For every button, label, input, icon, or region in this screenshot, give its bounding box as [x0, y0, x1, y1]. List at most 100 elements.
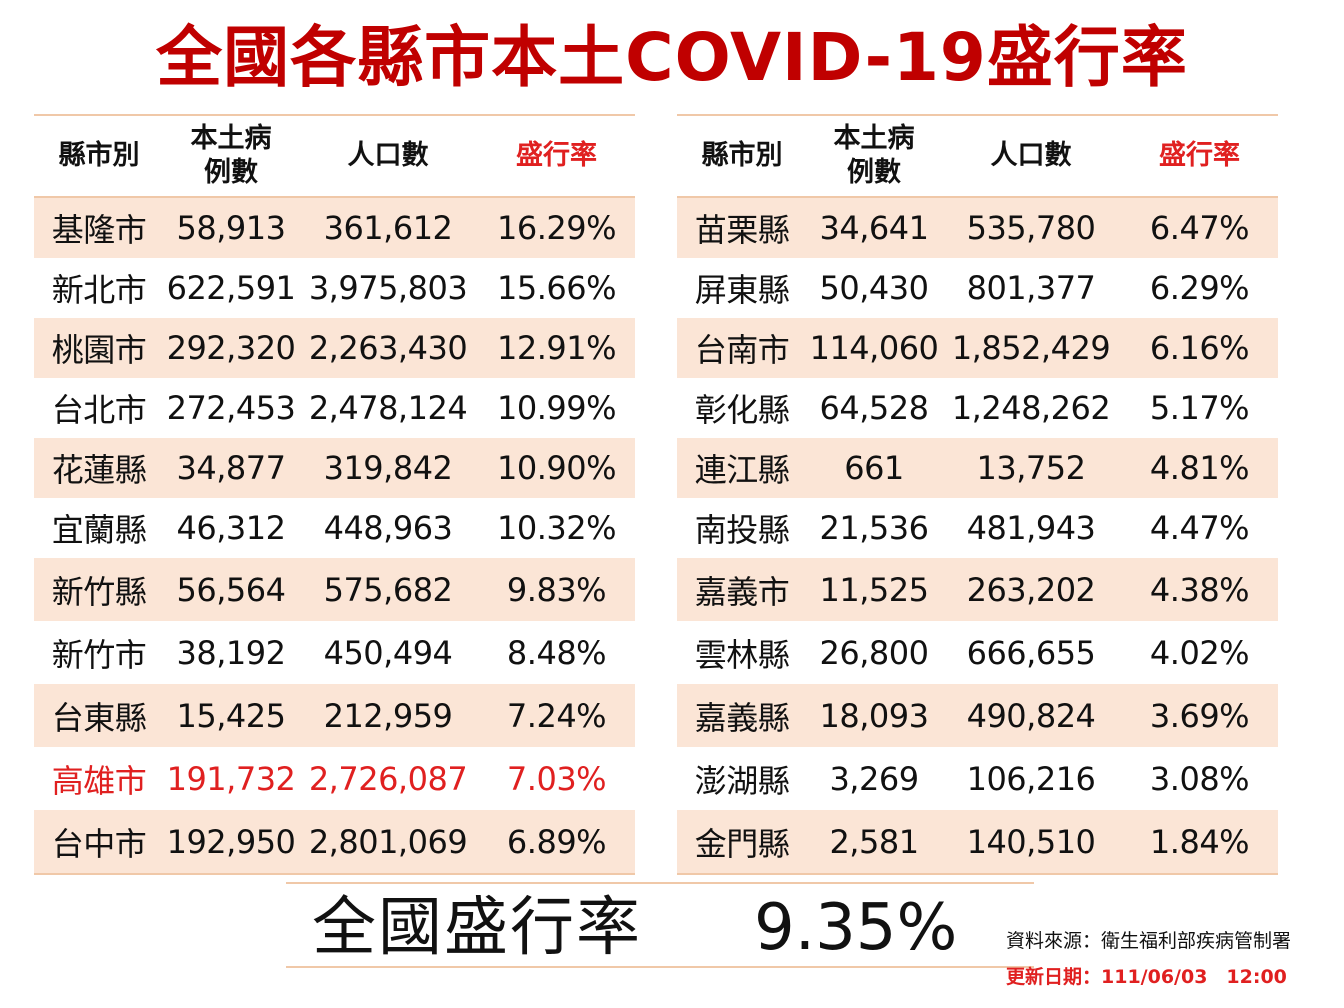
- population-cell: 2,478,124: [308, 389, 468, 427]
- population-cell: 801,377: [966, 269, 1096, 307]
- rate-cell: 1.84%: [1121, 810, 1278, 875]
- rate-cell: 10.90%: [478, 438, 635, 498]
- table-row: 彰化縣 64,528 1,248,262 5.17%: [677, 378, 1278, 438]
- header-rate: 盛行率: [478, 114, 635, 198]
- table-row: 高雄市 191,732 2,726,087 7.03%: [34, 747, 635, 810]
- population-cell: 212,959: [298, 684, 478, 747]
- population-cell: 361,612: [298, 197, 478, 258]
- table-row: 台東縣 15,425 212,959 7.24%: [34, 684, 635, 747]
- population-cell: 263,202: [941, 558, 1121, 621]
- table-row: 台南市 114,060 1,852,429 6.16%: [677, 318, 1278, 378]
- cases-cell: 46,312: [176, 509, 286, 547]
- county-cell: 台東縣: [34, 684, 164, 747]
- cases-cell: 661: [807, 438, 941, 498]
- county-cell: 彰化縣: [694, 391, 790, 429]
- header-cases: 本土病 例數: [164, 114, 298, 198]
- rate-cell: 6.29%: [1149, 269, 1250, 307]
- county-cell: 宜蘭縣: [51, 511, 147, 549]
- table-row: 宜蘭縣 46,312 448,963 10.32%: [34, 498, 635, 558]
- rate-cell: 10.32%: [496, 509, 617, 547]
- cases-cell: 192,950: [164, 810, 298, 875]
- rate-cell: 3.69%: [1121, 684, 1278, 747]
- population-cell: 2,726,087: [308, 759, 468, 798]
- table-row: 連江縣 661 13,752 4.81%: [677, 438, 1278, 498]
- population-cell: 490,824: [941, 684, 1121, 747]
- table-row: 南投縣 21,536 481,943 4.47%: [677, 498, 1278, 558]
- cases-cell: 58,913: [164, 197, 298, 258]
- county-cell: 連江縣: [677, 438, 807, 498]
- cases-cell: 272,453: [166, 389, 296, 427]
- population-cell: 535,780: [941, 197, 1121, 258]
- cases-cell: 21,536: [819, 509, 929, 547]
- rate-cell: 9.83%: [478, 558, 635, 621]
- county-cell: 台中市: [34, 810, 164, 875]
- county-cell: 基隆市: [34, 197, 164, 258]
- cases-cell: 292,320: [164, 318, 298, 378]
- population-cell: 106,216: [966, 759, 1096, 798]
- national-rate-value: 9.35%: [754, 891, 958, 965]
- rate-cell: 5.17%: [1149, 389, 1250, 427]
- header-cases-line1: 本土病: [190, 123, 272, 154]
- population-cell: 2,801,069: [298, 810, 478, 875]
- table-row: 苗栗縣 34,641 535,780 6.47%: [677, 197, 1278, 258]
- rate-cell: 6.89%: [478, 810, 635, 875]
- rate-cell: 7.24%: [478, 684, 635, 747]
- county-cell: 南投縣: [694, 511, 790, 549]
- header-cases-line2: 例數: [847, 157, 901, 188]
- rate-cell: 16.29%: [478, 197, 635, 258]
- county-cell: 台南市: [677, 318, 807, 378]
- rate-cell: 4.81%: [1121, 438, 1278, 498]
- rate-cell: 3.08%: [1149, 759, 1250, 798]
- population-cell: 13,752: [941, 438, 1121, 498]
- rate-cell: 7.03%: [506, 759, 607, 798]
- cases-cell: 11,525: [807, 558, 941, 621]
- header-population: 人口數: [941, 114, 1121, 198]
- table-row: 基隆市 58,913 361,612 16.29%: [34, 197, 635, 258]
- table-row: 台北市 272,453 2,478,124 10.99%: [34, 378, 635, 438]
- left-prevalence-table: 縣市別 本土病 例數 人口數 盛行率 基隆市 58,913 361,612 16.29…: [34, 114, 635, 875]
- county-cell: 雲林縣: [694, 635, 790, 674]
- table-row: 花蓮縣 34,877 319,842 10.90%: [34, 438, 635, 498]
- header-county: 縣市別: [677, 114, 807, 198]
- population-cell: 448,963: [323, 509, 453, 547]
- cases-cell: 38,192: [176, 633, 286, 672]
- header-cases: 本土病 例數: [807, 114, 941, 198]
- cases-cell: 34,877: [164, 438, 298, 498]
- national-bottom-rule: [286, 966, 1034, 968]
- table-row: 新竹縣 56,564 575,682 9.83%: [34, 558, 635, 621]
- table-row: 屏東縣 50,430 801,377 6.29%: [677, 258, 1278, 318]
- cases-cell: 15,425: [164, 684, 298, 747]
- cases-cell: 64,528: [819, 389, 929, 427]
- rate-cell: 4.38%: [1121, 558, 1278, 621]
- rate-cell: 6.16%: [1121, 318, 1278, 378]
- county-cell: 新北市: [51, 271, 147, 309]
- county-cell: 高雄市: [51, 761, 147, 800]
- header-cases-line2: 例數: [204, 157, 258, 188]
- table-header-row: 縣市別 本土病 例數 人口數 盛行率: [677, 114, 1278, 198]
- right-prevalence-table: 縣市別 本土病 例數 人口數 盛行率 苗栗縣 34,641 535,780 6.47%…: [677, 114, 1278, 875]
- population-cell: 450,494: [323, 633, 453, 672]
- header-population: 人口數: [298, 114, 478, 198]
- data-source-note: 資料來源：衛生福利部疾病管制署: [1006, 930, 1292, 952]
- cases-cell: 2,581: [807, 810, 941, 875]
- rate-cell: 4.47%: [1149, 509, 1250, 547]
- header-rate: 盛行率: [1121, 114, 1278, 198]
- county-cell: 屏東縣: [694, 271, 790, 309]
- table-row: 桃園市 292,320 2,263,430 12.91%: [34, 318, 635, 378]
- population-cell: 481,943: [966, 509, 1096, 547]
- cases-cell: 114,060: [807, 318, 941, 378]
- cases-cell: 3,269: [829, 759, 919, 798]
- cases-cell: 622,591: [166, 269, 296, 307]
- cases-cell: 26,800: [819, 633, 929, 672]
- rate-cell: 10.99%: [496, 389, 617, 427]
- county-cell: 花蓮縣: [34, 438, 164, 498]
- population-cell: 3,975,803: [308, 269, 468, 307]
- table-row: 雲林縣 26,800 666,655 4.02%: [677, 621, 1278, 684]
- county-cell: 桃園市: [34, 318, 164, 378]
- population-cell: 1,852,429: [941, 318, 1121, 378]
- county-cell: 新竹市: [51, 635, 147, 674]
- county-cell: 金門縣: [677, 810, 807, 875]
- rate-cell: 8.48%: [506, 633, 607, 672]
- rate-cell: 6.47%: [1121, 197, 1278, 258]
- rate-cell: 12.91%: [478, 318, 635, 378]
